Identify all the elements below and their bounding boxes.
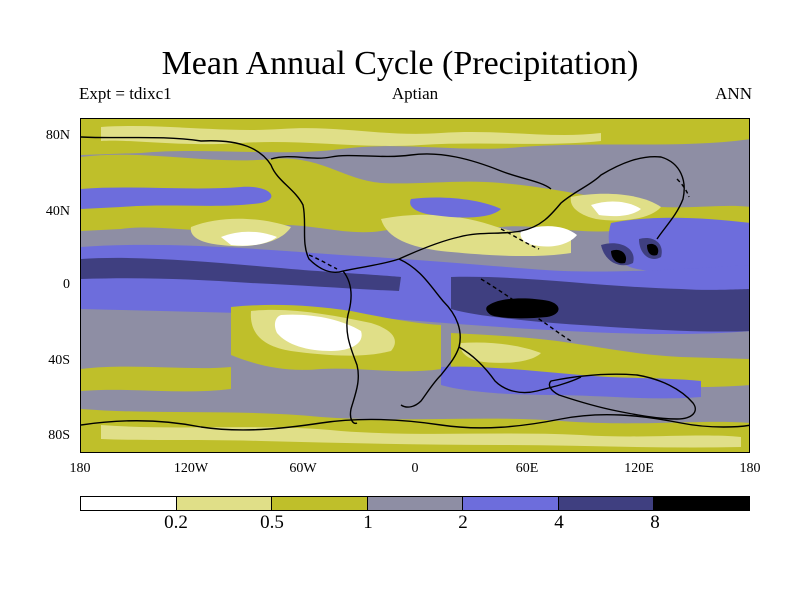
colorbar-swatch-1 — [176, 497, 273, 510]
field-nh-black-1 — [611, 249, 627, 264]
lat-label-40s: 40S — [48, 353, 70, 368]
field-sh-blue-east — [441, 366, 701, 399]
lon-label-180w: 180 — [69, 461, 91, 476]
field-itcz-navy-west — [81, 257, 401, 291]
precipitation-map — [80, 118, 750, 453]
lon-label-0: 0 — [411, 461, 419, 476]
lat-label-40n: 40N — [45, 204, 70, 219]
field-nh-black-2 — [647, 243, 659, 256]
island-chain-4 — [676, 178, 690, 198]
coastline-australia — [548, 373, 696, 420]
lon-label-60w: 60W — [289, 461, 317, 476]
coastline-india-east — [458, 346, 582, 394]
coastlines — [81, 136, 749, 431]
field-sh-light-east — [460, 342, 541, 363]
field-itcz-black — [486, 298, 559, 319]
field-sh-yellow-west — [81, 366, 231, 392]
lat-label-80s: 80S — [48, 428, 70, 443]
field-nh-blue-2 — [410, 197, 501, 218]
colorbar-swatch-5 — [558, 497, 655, 510]
coastline-greenland-europe — [270, 153, 552, 190]
lat-label-0: 0 — [63, 277, 70, 292]
map-canvas — [81, 119, 749, 452]
field-sh-polar-light — [101, 425, 741, 448]
colorbar-label-4: 4 — [554, 512, 564, 533]
colorbar-label-2: 2 — [458, 512, 468, 533]
island-chain-1 — [500, 228, 540, 250]
colorbar-swatch-2 — [272, 497, 368, 510]
island-chain-2 — [480, 278, 572, 342]
lat-label-80n: 80N — [45, 128, 70, 143]
colorbar-label-0.2: 0.2 — [164, 512, 188, 533]
colorbar-label-1: 1 — [363, 512, 373, 533]
coastline-south-america — [342, 270, 360, 425]
field-nh-white-1 — [520, 226, 577, 247]
period-label: Aptian — [391, 84, 439, 103]
experiment-label: Expt = tdixc1 — [79, 84, 172, 103]
colorbar-swatch-0 — [81, 497, 177, 510]
field-nh-white-2 — [591, 201, 641, 217]
colorbar-swatch-4 — [463, 497, 559, 510]
coastline-antarctica — [81, 413, 749, 431]
field-nh-light-3 — [381, 214, 571, 257]
field-sh-white — [274, 314, 362, 351]
coastline-africa — [398, 258, 461, 408]
island-chain-3 — [308, 254, 338, 270]
lon-label-120e: 120E — [624, 461, 654, 476]
lon-label-60e: 60E — [515, 461, 539, 476]
colorbar-label-0.5: 0.5 — [260, 512, 284, 533]
field-nh-blue-3 — [608, 217, 749, 276]
colorbar — [80, 496, 750, 511]
field-nh-light-2 — [221, 231, 277, 246]
colorbar-swatch-6 — [654, 497, 750, 510]
lon-label-180e: 180 — [739, 461, 761, 476]
colorbar-swatch-3 — [367, 497, 464, 510]
figure-title: Mean Annual Cycle (Precipitation) — [161, 45, 639, 82]
colorbar-label-8: 8 — [650, 512, 660, 533]
lon-label-120w: 120W — [173, 461, 209, 476]
field-nh-blue-1 — [81, 186, 272, 209]
island-outlines — [308, 178, 690, 342]
coastline-north-america — [81, 136, 685, 273]
season-label: ANN — [715, 84, 752, 103]
